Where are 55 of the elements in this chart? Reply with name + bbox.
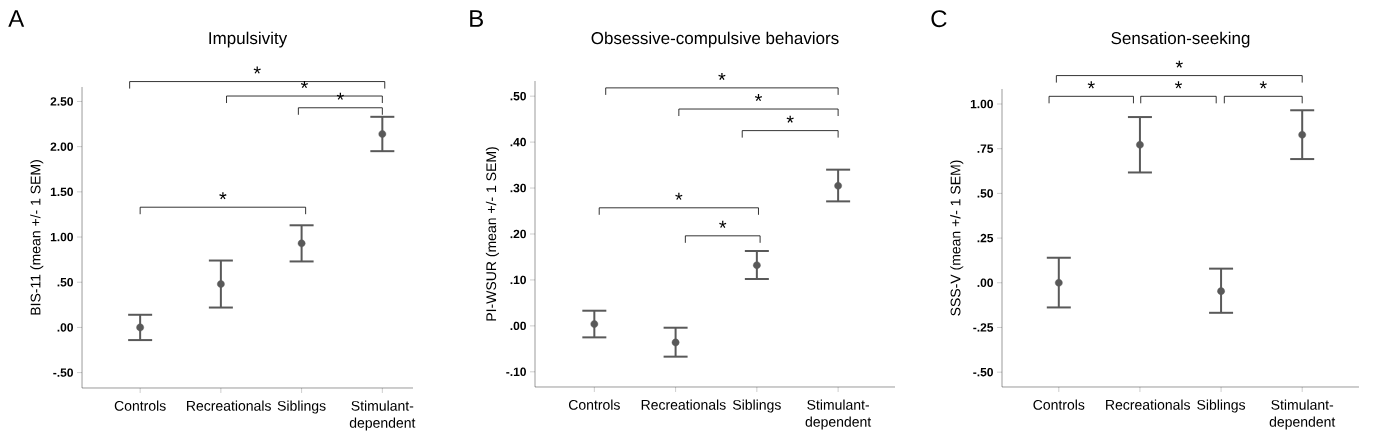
chart-title: Obsessive-compulsive behaviors xyxy=(591,31,839,48)
y-tick-label: -.10 xyxy=(506,367,526,377)
y-tick-label: .00 xyxy=(510,321,526,331)
y-tick-label: .00 xyxy=(977,278,993,288)
annotation: * xyxy=(336,92,344,100)
y-tick-label: .50 xyxy=(57,277,73,287)
y-axis-title: SSS-V (mean +/- 1 SEM) xyxy=(950,160,964,316)
y-axis-title: BIS-11 (mean +/- 1 SEM) xyxy=(30,160,44,315)
x-tick-label: Recreationals xyxy=(187,400,271,411)
x-tick-label: Recreationals xyxy=(641,399,726,410)
x-tick-label: Stimulant-dependent xyxy=(1269,399,1336,430)
y-tick-label: .10 xyxy=(510,275,526,285)
y-tick-label: .25 xyxy=(977,233,994,243)
x-tick-label: Siblings xyxy=(732,399,781,413)
chart-title: Sensation-seeking xyxy=(1111,31,1250,48)
y-tick-label: 2.00 xyxy=(50,142,73,151)
text: * xyxy=(253,66,261,74)
text: C xyxy=(931,10,947,28)
y-tick-label: .75 xyxy=(977,144,994,153)
y-tick-label: -.50 xyxy=(53,368,73,377)
y-tick-label: .50 xyxy=(977,189,993,198)
x-tick-label: Siblings xyxy=(277,400,326,414)
y-tick-label: .00 xyxy=(57,323,73,332)
x-tick-label: Controls xyxy=(568,399,620,410)
y-tick-label: .30 xyxy=(510,183,526,193)
annotation: * xyxy=(675,192,683,200)
annotation: * xyxy=(754,94,763,102)
x-tick-label: Stimulant-dependent xyxy=(349,400,416,431)
y-tick-label: 1.50 xyxy=(50,187,73,197)
annotation: * xyxy=(786,115,794,123)
y-tick-label: -.25 xyxy=(973,323,994,332)
y-tick-label: 1.00 xyxy=(970,99,993,109)
x-tick-label: Recreationals xyxy=(1106,399,1190,410)
y-tick-label: -.50 xyxy=(973,367,993,377)
annotation: * xyxy=(719,220,727,228)
x-tick-label: Controls xyxy=(1033,399,1085,410)
chart-title: Impulsivity xyxy=(209,31,288,48)
text: * xyxy=(1259,81,1267,89)
annotation: * xyxy=(219,192,227,200)
x-tick-label: Controls xyxy=(114,400,166,411)
y-tick-label: 2.50 xyxy=(50,97,73,106)
text: * xyxy=(1175,60,1183,68)
y-tick-label: 1.00 xyxy=(50,232,73,242)
text: * xyxy=(1174,81,1183,89)
y-axis-title: PI-WSUR (mean +/- 1 SEM) xyxy=(485,147,499,321)
text: * xyxy=(1087,81,1095,89)
y-tick-label: .40 xyxy=(510,137,526,147)
annotation: * xyxy=(300,81,308,89)
x-tick-label: Siblings xyxy=(1197,399,1246,413)
text: A xyxy=(8,10,25,27)
x-tick-label: Stimulant-dependent xyxy=(805,399,872,430)
y-tick-label: .20 xyxy=(510,229,526,239)
text: B xyxy=(470,10,483,27)
text: * xyxy=(718,72,726,80)
y-tick-label: .50 xyxy=(510,91,526,101)
